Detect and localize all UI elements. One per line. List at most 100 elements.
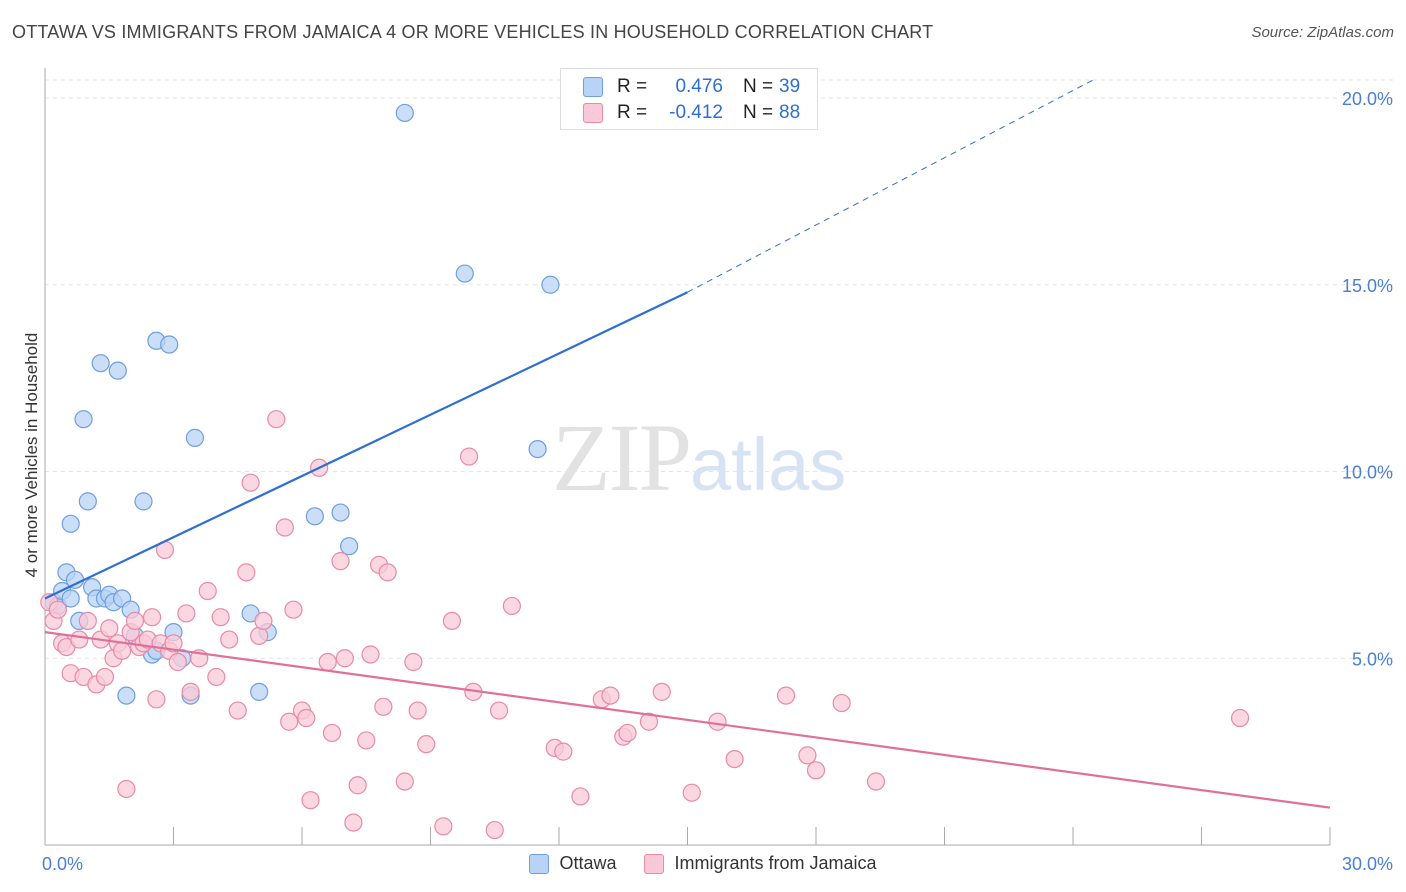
point-ottawa — [65, 570, 85, 589]
point-jamaica — [335, 649, 354, 668]
point-ottawa — [331, 503, 350, 522]
point-jamaica — [78, 611, 97, 631]
point-jamaica — [361, 645, 380, 664]
point-jamaica — [652, 682, 671, 701]
point-ottawa — [108, 361, 127, 380]
point-ottawa — [250, 682, 269, 701]
point-jamaica — [618, 723, 637, 743]
point-jamaica — [301, 791, 320, 810]
point-jamaica — [297, 708, 316, 728]
point-ottawa — [61, 514, 80, 533]
legend-n-label: N = — [743, 102, 774, 123]
legend-item-ottawa[interactable]: Ottawa — [529, 853, 616, 874]
legend-swatch-ottawa — [529, 853, 550, 874]
point-jamaica — [267, 410, 286, 429]
point-ottawa — [541, 275, 560, 294]
point-jamaica — [708, 712, 727, 731]
point-jamaica — [117, 779, 136, 799]
point-jamaica — [228, 701, 247, 720]
point-jamaica — [237, 563, 256, 582]
point-jamaica — [348, 776, 367, 795]
legend-swatch-ottawa — [583, 77, 603, 97]
point-jamaica — [254, 611, 273, 631]
chart-title: OTTAWA VS IMMIGRANTS FROM JAMAICA 4 OR M… — [12, 22, 934, 42]
point-ottawa — [134, 492, 153, 511]
legend-r-value: 0.476 — [675, 76, 723, 97]
watermark-atlas: atlas — [690, 423, 847, 506]
point-jamaica — [48, 600, 67, 619]
point-jamaica — [207, 667, 226, 687]
legend-label-ottawa: Ottawa — [559, 853, 617, 873]
point-jamaica — [682, 783, 701, 802]
point-jamaica — [832, 693, 851, 713]
point-jamaica — [344, 813, 363, 832]
point-jamaica — [275, 518, 294, 537]
point-jamaica — [331, 552, 350, 571]
point-jamaica — [1230, 708, 1250, 728]
point-ottawa — [78, 492, 97, 511]
watermark: ZIPatlas — [552, 402, 846, 513]
point-jamaica — [164, 634, 183, 653]
point-jamaica — [322, 723, 342, 743]
point-jamaica — [776, 686, 796, 705]
point-jamaica — [378, 563, 397, 582]
point-ottawa — [160, 335, 179, 354]
point-ottawa — [455, 264, 474, 283]
legend-row-jamaica: R = -0.412 N = 88 — [583, 101, 800, 125]
point-jamaica — [318, 652, 337, 672]
y-tick-label: 15.0% — [1342, 276, 1393, 296]
point-jamaica — [725, 749, 744, 769]
point-ottawa — [185, 428, 205, 447]
legend-n-label: N = — [743, 76, 774, 97]
point-ottawa — [340, 537, 359, 556]
x-tick-label: 30.0% — [1342, 854, 1393, 874]
point-jamaica — [211, 608, 230, 627]
legend-row-ottawa: R = 0.476 N = 39 — [583, 75, 800, 99]
point-jamaica — [374, 697, 393, 716]
series-legend: Ottawa Immigrants from Jamaica — [0, 853, 1406, 874]
point-jamaica — [639, 712, 659, 731]
point-jamaica — [241, 473, 260, 492]
point-jamaica — [571, 787, 590, 806]
point-jamaica — [177, 604, 196, 623]
point-ottawa — [91, 354, 110, 373]
point-jamaica — [100, 619, 119, 638]
point-jamaica — [220, 630, 239, 649]
point-jamaica — [489, 701, 509, 720]
point-jamaica — [434, 817, 453, 836]
point-jamaica — [395, 772, 414, 791]
source-label: Source: ZipAtlas.com — [1251, 24, 1394, 41]
point-jamaica — [181, 682, 200, 701]
correlation-legend: R = 0.476 N = 39 R = -0.412 N = 88 — [560, 68, 818, 130]
point-jamaica — [485, 820, 504, 840]
legend-swatch-jamaica — [583, 103, 603, 123]
point-jamaica — [866, 772, 886, 791]
x-tick-label: 0.0% — [42, 854, 83, 874]
point-jamaica — [125, 611, 145, 631]
legend-label-jamaica: Immigrants from Jamaica — [674, 853, 877, 873]
point-ottawa — [74, 410, 93, 429]
point-jamaica — [417, 735, 436, 754]
trend-line-jamaica — [44, 631, 1331, 809]
point-jamaica — [806, 761, 826, 780]
point-jamaica — [798, 746, 817, 765]
point-jamaica — [280, 712, 299, 731]
legend-r-label: R = — [617, 102, 648, 123]
point-jamaica — [408, 701, 427, 720]
point-jamaica — [250, 626, 269, 645]
point-jamaica — [554, 742, 573, 761]
watermark-zip: ZIP — [552, 404, 692, 511]
point-jamaica — [404, 652, 423, 672]
point-ottawa — [61, 589, 80, 608]
point-jamaica — [142, 608, 162, 627]
point-ottawa — [117, 686, 136, 705]
point-jamaica — [168, 652, 187, 672]
point-jamaica — [284, 600, 303, 619]
point-jamaica — [198, 581, 217, 601]
point-ottawa — [395, 103, 414, 123]
point-jamaica — [601, 686, 620, 705]
point-jamaica — [502, 596, 521, 616]
legend-item-jamaica[interactable]: Immigrants from Jamaica — [644, 853, 877, 874]
y-tick-label: 5.0% — [1352, 649, 1393, 669]
point-ottawa — [528, 439, 547, 459]
